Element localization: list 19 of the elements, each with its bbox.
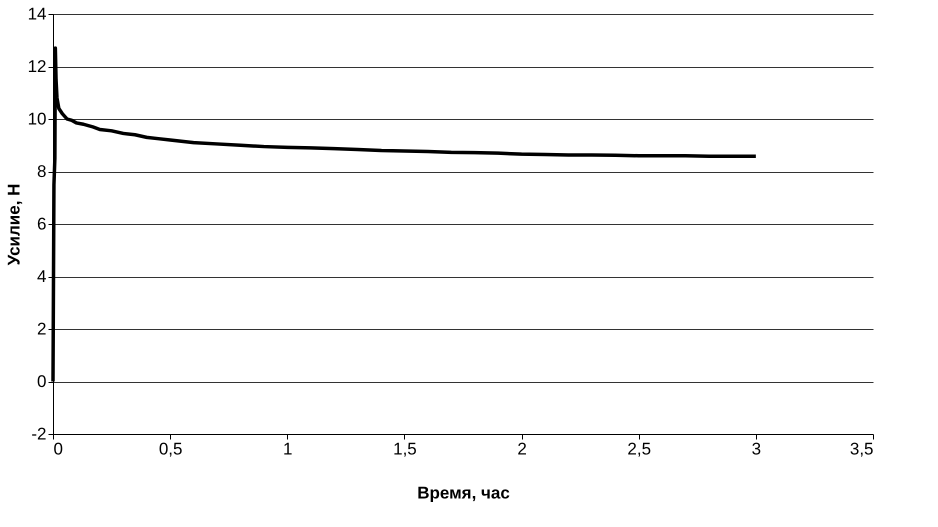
x-tick-label: 2,5 (627, 440, 652, 458)
x-tick-label: 1,5 (393, 440, 417, 458)
x-tick-label: 0 (54, 440, 63, 458)
x-axis-title: Время, час (417, 484, 510, 502)
y-tick-label: 6 (37, 214, 46, 234)
x-tick-label: 1 (283, 440, 293, 458)
y-tick-label: 10 (28, 110, 46, 128)
y-tick-label: 12 (28, 57, 46, 76)
y-tick-label: 2 (37, 320, 46, 338)
y-tick-label: 0 (37, 372, 46, 391)
y-tick-label: 8 (37, 162, 46, 181)
y-tick-label: -2 (31, 424, 46, 444)
y-axis-title: Усилие, Н (4, 184, 24, 266)
y-tick-label: 4 (37, 267, 46, 286)
x-tick-label: 2 (517, 440, 527, 458)
x-tick-label: 0,5 (158, 440, 182, 458)
y-tick-label: 14 (28, 4, 46, 24)
x-tick-label: 3 (752, 440, 762, 458)
x-tick-label: 3,5 (850, 440, 874, 458)
